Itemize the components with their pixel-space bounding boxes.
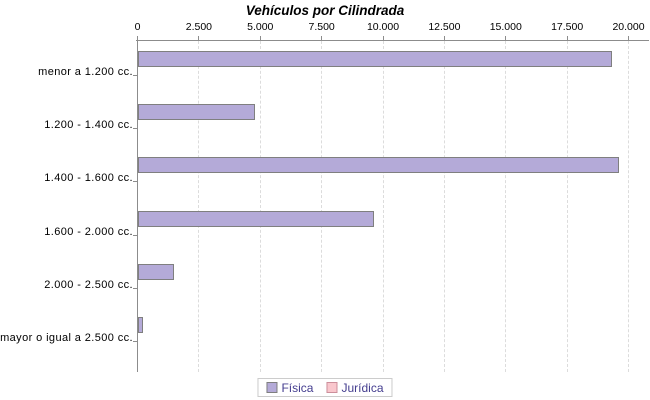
category-axis-tick <box>133 128 137 130</box>
legend: Física Jurídica <box>257 378 393 397</box>
value-axis-tick <box>505 36 507 40</box>
category-axis-tick <box>133 234 137 236</box>
value-axis-tick <box>137 36 138 40</box>
gridline <box>628 41 629 372</box>
gridline <box>443 41 445 372</box>
value-axis-tick-label: 17.500 <box>551 21 584 33</box>
bar-física-3 <box>138 210 374 227</box>
category-label: menor a 1.200 cc. <box>38 66 133 78</box>
legend-item-fisica: Física <box>266 381 313 395</box>
value-axis-line <box>136 40 649 41</box>
bar-física-4 <box>138 263 174 280</box>
bar-física-1 <box>138 104 255 121</box>
value-axis-tick-label: 15.000 <box>489 21 522 33</box>
chart-title: Vehículos por Cilindrada <box>245 3 405 18</box>
value-axis-tick <box>443 36 445 40</box>
bar-física-5 <box>138 317 143 333</box>
gridline <box>505 41 507 372</box>
category-label: 1.600 - 2.000 cc. <box>44 225 133 238</box>
category-label: mayor o igual a 2.500 cc. <box>0 332 133 344</box>
value-axis-tick-label: 5.000 <box>247 21 274 33</box>
value-axis-tick <box>566 36 568 40</box>
gridline <box>566 41 568 372</box>
juridica-series-swatch <box>326 382 338 393</box>
gridline <box>198 41 200 372</box>
category-label: 1.200 - 1.400 cc. <box>44 119 133 132</box>
value-axis-tick-label: 7.500 <box>308 21 335 33</box>
category-axis-tick <box>133 75 137 76</box>
gridline <box>382 41 384 372</box>
category-axis-tick <box>133 181 137 183</box>
category-axis-line <box>137 40 138 372</box>
bar-física-0 <box>138 51 612 67</box>
category-label: 2.000 - 2.500 cc. <box>44 278 133 291</box>
bar-física-2 <box>138 157 620 174</box>
value-axis-tick-label: 20.000 <box>612 21 645 33</box>
category-axis-tick <box>133 287 137 289</box>
value-axis-tick <box>382 36 384 40</box>
value-axis-tick <box>628 36 629 40</box>
value-axis-tick-label: 0 <box>134 21 141 33</box>
category-label: 1.400 - 1.600 cc. <box>44 172 133 185</box>
fisica-series-swatch <box>266 382 278 393</box>
legend-label-juridica: Jurídica <box>341 380 384 395</box>
value-axis-tick-label: 12.500 <box>428 21 461 33</box>
legend-item-juridica: Jurídica <box>326 380 384 395</box>
value-axis-tick-label: 10.000 <box>366 21 400 33</box>
legend-label-fisica: Física <box>281 380 314 395</box>
gridline <box>321 41 323 372</box>
value-axis-tick <box>321 36 323 40</box>
value-axis-tick <box>198 36 200 40</box>
category-axis-tick <box>133 341 137 342</box>
gridline <box>259 41 261 372</box>
value-axis-tick <box>259 36 261 40</box>
value-axis-tick-label: 2.500 <box>185 21 213 33</box>
